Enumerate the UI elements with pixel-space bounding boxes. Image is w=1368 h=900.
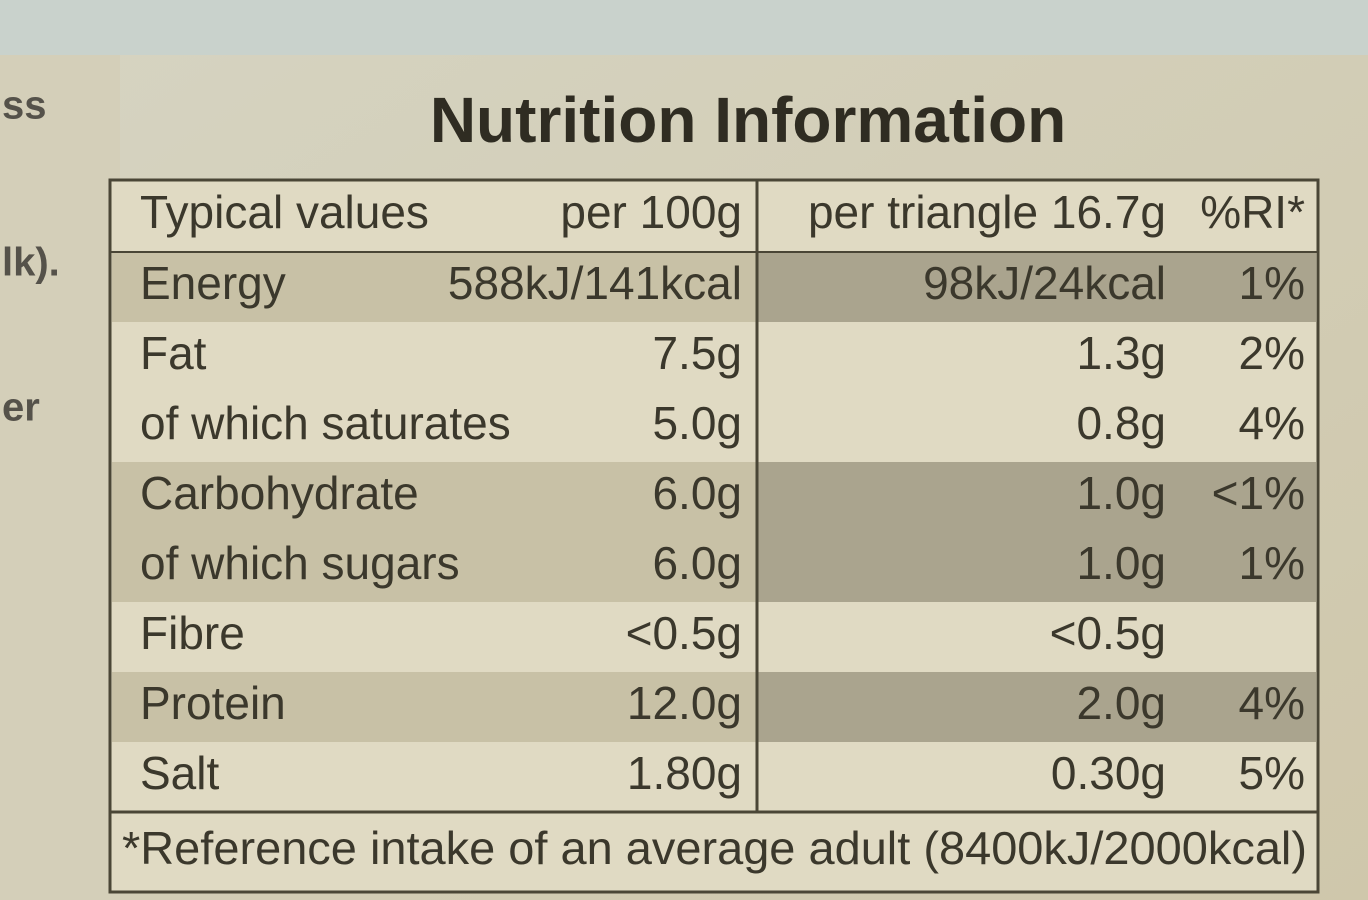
nutrient-value: 1% <box>1239 537 1305 589</box>
footnote: *Reference intake of an average adult (8… <box>122 822 1307 874</box>
edge-fragment: er <box>2 386 40 430</box>
header-cell: %RI* <box>1200 186 1305 238</box>
nutrient-value: 6.0g <box>652 467 742 519</box>
nutrient-value: 1.0g <box>1076 537 1166 589</box>
nutrient-name: Protein <box>140 677 286 729</box>
nutrient-name: Carbohydrate <box>140 467 419 519</box>
nutrient-value: 0.30g <box>1051 747 1166 799</box>
nutrient-name: Fat <box>140 327 207 379</box>
nutrient-value: 98kJ/24kcal <box>923 257 1166 309</box>
nutrient-name: of which sugars <box>140 537 460 589</box>
header-cell: per 100g <box>560 186 742 238</box>
row-shade <box>757 252 1316 322</box>
nutrient-value: 7.5g <box>652 327 742 379</box>
left-panel <box>0 55 120 900</box>
nutrient-name: Energy <box>140 257 286 309</box>
nutrient-value: 6.0g <box>652 537 742 589</box>
nutrient-value: <0.5g <box>626 607 742 659</box>
nutrient-value: 1.0g <box>1076 467 1166 519</box>
header-cell: Typical values <box>140 186 429 238</box>
row-shade <box>757 462 1316 532</box>
row-shade <box>112 672 757 742</box>
nutrient-value: 2% <box>1239 327 1305 379</box>
row-shade <box>112 532 757 602</box>
row-shade <box>112 252 757 322</box>
nutrient-value: 4% <box>1239 677 1305 729</box>
nutrient-name: Salt <box>140 747 219 799</box>
row-shade <box>757 672 1316 742</box>
nutrient-value: 588kJ/141kcal <box>448 257 742 309</box>
title: Nutrition Information <box>430 84 1066 156</box>
nutrient-name: of which saturates <box>140 397 511 449</box>
nutrient-value: <1% <box>1212 467 1305 519</box>
nutrient-value: 2.0g <box>1076 677 1166 729</box>
top-strip <box>0 0 1368 55</box>
nutrient-value: 4% <box>1239 397 1305 449</box>
header-cell: per triangle 16.7g <box>808 186 1166 238</box>
nutrient-value: 1.3g <box>1076 327 1166 379</box>
edge-fragment: lk). <box>2 241 60 285</box>
nutrient-value: 1% <box>1239 257 1305 309</box>
nutrient-value: 5% <box>1239 747 1305 799</box>
edge-fragment: ss <box>2 84 47 128</box>
nutrient-value: 5.0g <box>652 397 742 449</box>
nutrient-name: Fibre <box>140 607 245 659</box>
row-shade <box>757 532 1316 602</box>
row-shade <box>112 462 757 532</box>
nutrition-table: Typical values per 100g per triangle 16.7g… <box>110 180 1318 874</box>
nutrient-value: <0.5g <box>1050 607 1166 659</box>
nutrient-value: 0.8g <box>1076 397 1166 449</box>
nutrient-value: 1.80g <box>627 747 742 799</box>
nutrient-value: 12.0g <box>627 677 742 729</box>
